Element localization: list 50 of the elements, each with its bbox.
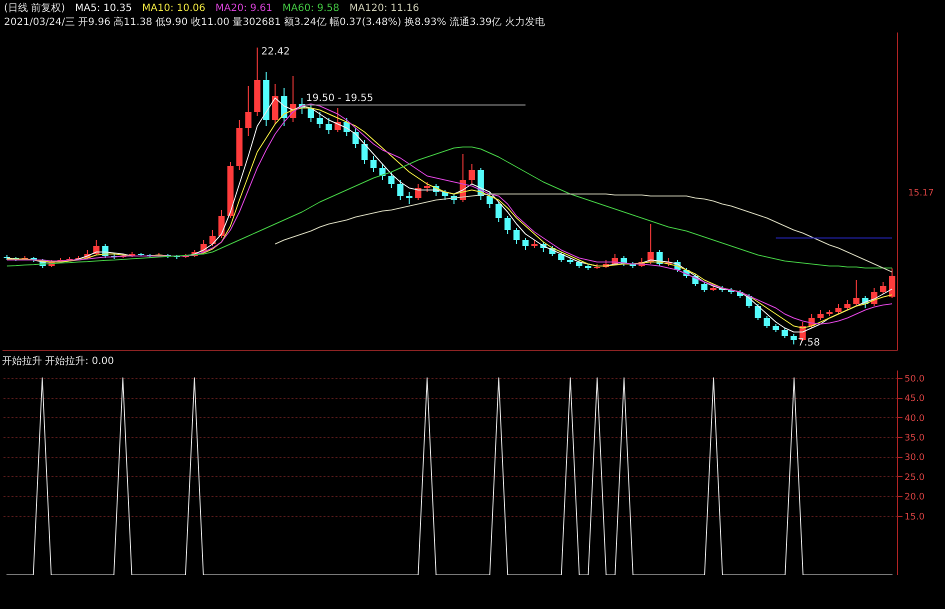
candlestick bbox=[558, 252, 564, 262]
chart-title: 开始拉升 开始拉升: 0.00 bbox=[2, 355, 114, 367]
candlestick bbox=[397, 180, 404, 200]
candlestick bbox=[468, 164, 475, 184]
candlestick bbox=[486, 192, 493, 208]
y-tick-label: 20.0 bbox=[904, 492, 925, 503]
candlestick bbox=[701, 282, 708, 292]
candlestick bbox=[361, 140, 368, 164]
candlestick bbox=[370, 156, 377, 172]
candlestick bbox=[522, 238, 529, 250]
candlestick bbox=[844, 300, 851, 310]
text: MA10: 10.06 bbox=[142, 2, 206, 16]
candlestick bbox=[853, 280, 860, 306]
candlestick bbox=[406, 192, 412, 204]
candlestick bbox=[835, 304, 842, 314]
candlestick bbox=[764, 316, 770, 328]
text: 15.17 bbox=[908, 188, 934, 199]
chart-title: (日线 前复权) bbox=[4, 2, 65, 16]
y-tick-label: 40.0 bbox=[904, 414, 925, 424]
chart-subtitle: 2021/03/24/三 开9.96 高11.38 低9.90 收11.00 量302681 额3.24亿 幅0.37(3.48%) 换8.93% 流通3.39亿 火力发电 bbox=[4, 16, 546, 30]
candlestick bbox=[326, 118, 332, 134]
annotation: 7.58 bbox=[798, 337, 820, 348]
candlestick bbox=[245, 86, 252, 136]
candlestick bbox=[790, 334, 797, 345]
candlestick bbox=[424, 182, 430, 192]
annotation: 22.42 bbox=[261, 46, 290, 58]
text: MA120: 11.16 bbox=[349, 2, 420, 16]
text: MA60: 9.58 bbox=[282, 2, 340, 16]
y-tick-label: 25.0 bbox=[904, 472, 925, 483]
candlestick bbox=[272, 84, 278, 124]
y-tick-label: 50.0 bbox=[904, 374, 925, 384]
candlestick bbox=[817, 310, 824, 320]
candlestick bbox=[782, 328, 788, 338]
y-tick-label: 45.0 bbox=[904, 394, 925, 404]
text: MA5: 10.35 bbox=[74, 2, 132, 16]
text: MA20: 9.61 bbox=[215, 2, 272, 16]
candlestick bbox=[388, 172, 395, 188]
candlestick bbox=[880, 282, 886, 294]
candlestick bbox=[496, 202, 502, 222]
y-tick-label: 15.0 bbox=[904, 512, 925, 522]
candlestick bbox=[513, 228, 520, 244]
candlestick bbox=[415, 184, 422, 200]
y-tick-label: 35.0 bbox=[904, 434, 925, 444]
candlestick bbox=[316, 112, 323, 128]
candlestick bbox=[504, 216, 511, 234]
candlestick bbox=[754, 304, 762, 320]
y-tick-label: 30.0 bbox=[904, 453, 925, 464]
annotation: 19.50 - 19.55 bbox=[306, 93, 374, 104]
candlestick bbox=[888, 268, 896, 298]
candlestick bbox=[334, 108, 341, 132]
